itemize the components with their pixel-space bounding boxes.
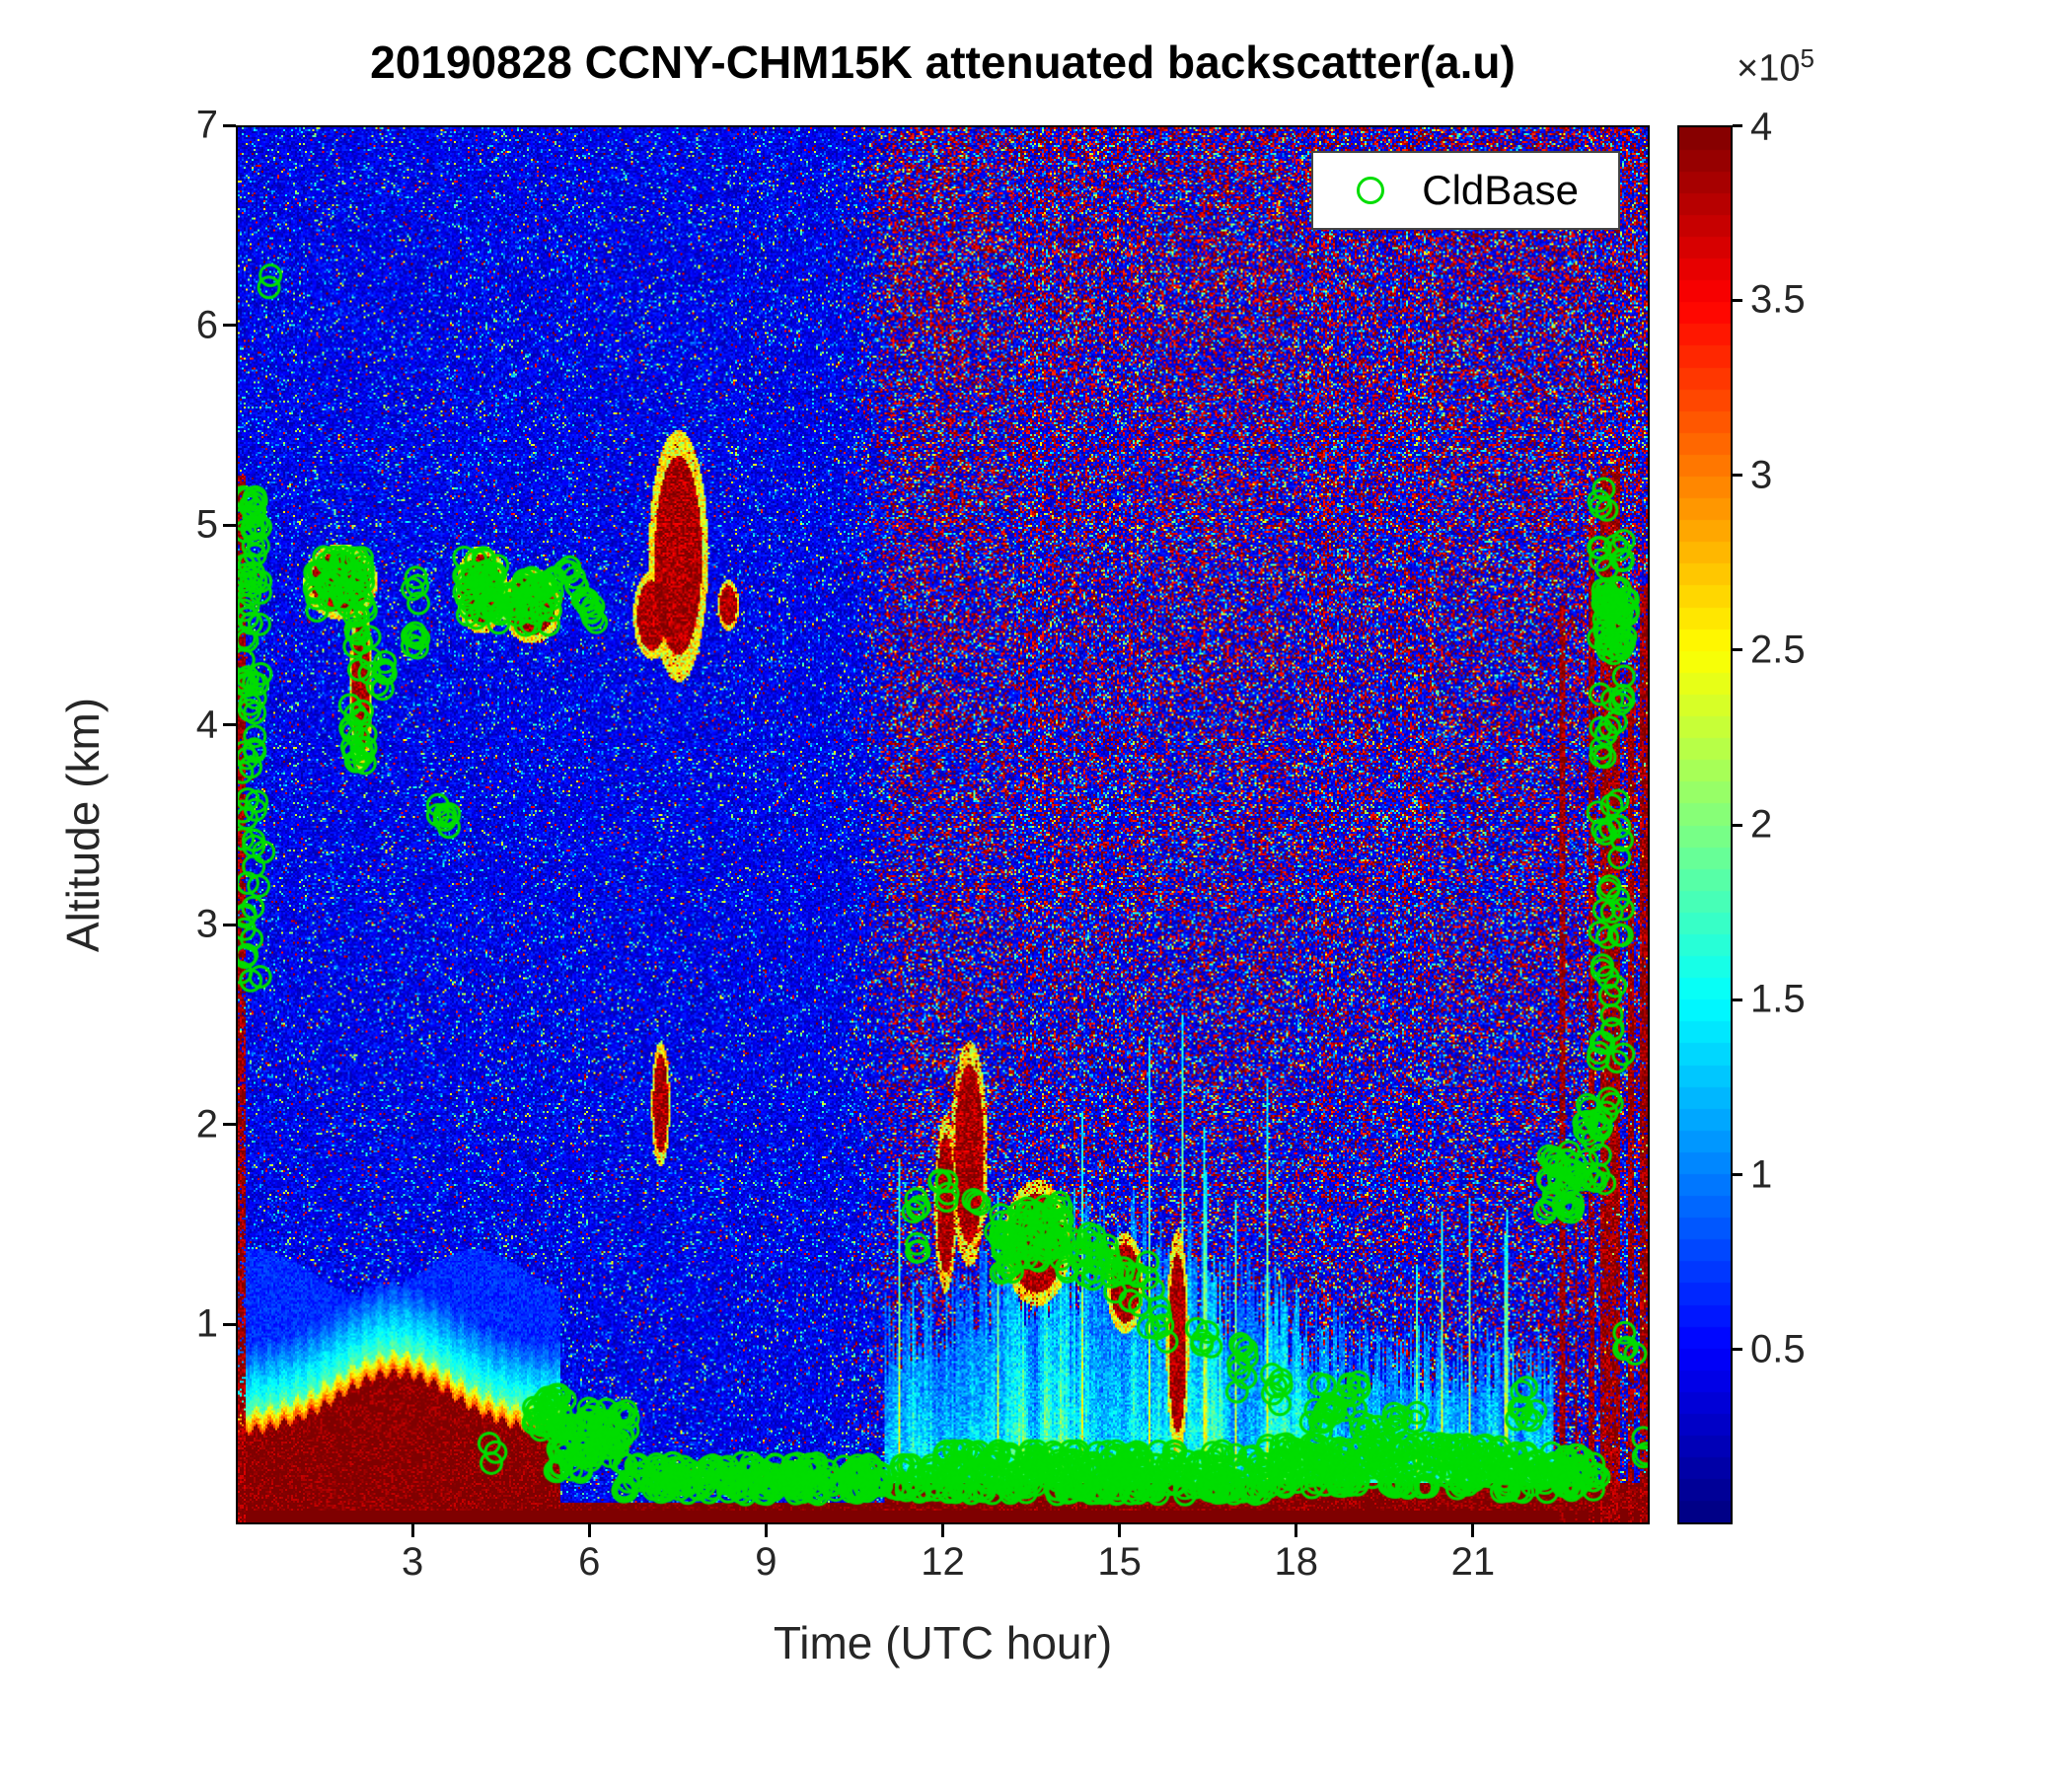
tick-mark [223,1322,236,1326]
colorbar-tick-label: 1.5 [1750,977,1806,1021]
cloudbase-scatter-canvas [238,127,1648,1522]
y-tick-label: 5 [195,502,218,547]
colorbar-tick-label: 2.5 [1750,628,1806,672]
y-tick-label: 1 [195,1301,218,1346]
x-tick-label: 3 [402,1540,424,1584]
tick-mark [1733,998,1742,1001]
tick-mark [1733,1348,1742,1352]
colorbar-exponent-sup: 5 [1800,43,1814,73]
x-tick-label: 12 [921,1540,965,1584]
colorbar [1677,125,1733,1524]
tick-mark [223,123,236,127]
tick-mark [223,1123,236,1127]
tick-mark [587,1524,591,1537]
colorbar-gradient-canvas [1679,127,1731,1522]
x-tick-label: 9 [755,1540,777,1584]
tick-mark [1733,823,1742,827]
legend-label: CldBase [1422,167,1579,213]
tick-mark [223,723,236,727]
tick-mark [1733,1173,1742,1176]
x-tick-label: 6 [578,1540,601,1584]
colorbar-tick-label: 2 [1750,802,1773,847]
tick-mark [223,324,236,328]
tick-mark [1733,648,1742,652]
y-axis-label: Altitude (km) [57,697,109,953]
x-tick-label: 15 [1097,1540,1142,1584]
tick-mark [223,523,236,527]
colorbar-multiplier: ×10 [1737,47,1801,90]
colorbar-tick-label: 4 [1750,105,1773,149]
tick-mark [1118,1524,1122,1537]
tick-mark [1733,123,1742,127]
tick-mark [1733,474,1742,477]
y-tick-label: 2 [195,1102,218,1147]
y-tick-label: 7 [195,103,218,147]
y-tick-label: 4 [195,703,218,747]
plot-area: CldBase [236,125,1650,1524]
colorbar-tick-label: 1 [1750,1152,1773,1196]
tick-mark [1295,1524,1298,1537]
legend: CldBase [1311,151,1620,230]
colorbar-tick-label: 3 [1750,453,1773,496]
tick-mark [410,1524,414,1537]
tick-mark [223,923,236,926]
colorbar-tick-label: 0.5 [1750,1327,1806,1371]
legend-circle-marker-icon [1357,177,1385,204]
chart-title: 20190828 CCNY-CHM15K attenuated backscat… [370,37,1516,88]
tick-mark [1733,298,1742,302]
tick-mark [764,1524,768,1537]
colorbar-tick-label: 3.5 [1750,277,1806,322]
tick-mark [1471,1524,1475,1537]
x-tick-label: 21 [1450,1540,1496,1584]
y-tick-label: 6 [195,303,218,347]
x-axis-label: Time (UTC hour) [773,1617,1113,1668]
colorbar-exponent: ×105 [1737,43,1814,91]
x-tick-label: 18 [1274,1540,1319,1584]
y-tick-label: 3 [195,902,218,946]
tick-mark [941,1524,944,1537]
